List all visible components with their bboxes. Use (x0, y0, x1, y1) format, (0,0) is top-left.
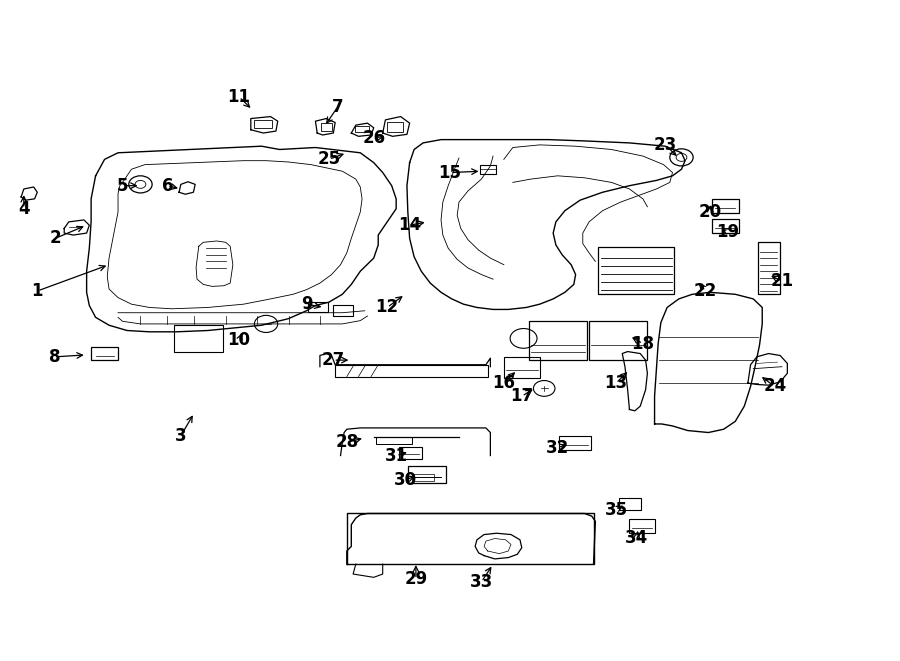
Text: 5: 5 (117, 176, 129, 195)
Text: 14: 14 (398, 216, 421, 234)
Bar (387, 122, 403, 132)
Text: 33: 33 (470, 573, 493, 591)
Bar (504, 357, 540, 378)
Text: 4: 4 (18, 200, 30, 217)
Text: 17: 17 (510, 387, 534, 405)
Text: 21: 21 (770, 272, 794, 290)
Bar (399, 447, 422, 459)
Bar (255, 120, 273, 128)
Text: 1: 1 (32, 282, 43, 300)
Text: 34: 34 (625, 529, 648, 547)
Bar (335, 365, 488, 377)
Text: 6: 6 (162, 176, 173, 195)
Text: 2: 2 (50, 229, 61, 247)
Text: 12: 12 (375, 299, 399, 317)
Text: 9: 9 (301, 295, 312, 313)
Bar (629, 519, 654, 533)
Text: 31: 31 (384, 447, 408, 465)
Text: 27: 27 (321, 351, 345, 369)
Text: 20: 20 (698, 203, 722, 221)
Text: 8: 8 (50, 348, 61, 366)
Bar (408, 466, 446, 483)
Bar (529, 321, 588, 360)
Text: 26: 26 (362, 129, 385, 147)
Text: 24: 24 (763, 377, 787, 395)
Text: 3: 3 (175, 427, 186, 445)
Text: 25: 25 (318, 150, 340, 169)
Bar (333, 305, 353, 316)
Bar (712, 219, 739, 233)
Bar (590, 321, 647, 360)
Text: 35: 35 (605, 500, 627, 518)
Bar (560, 436, 591, 450)
Bar (376, 437, 412, 444)
Bar (355, 126, 369, 132)
Text: 28: 28 (336, 434, 358, 451)
Text: 22: 22 (694, 282, 717, 300)
Text: 10: 10 (228, 331, 251, 350)
Text: 23: 23 (653, 136, 677, 154)
Bar (758, 242, 780, 294)
Text: 13: 13 (605, 374, 627, 392)
Bar (618, 498, 641, 510)
Bar (308, 301, 328, 312)
Text: 32: 32 (546, 439, 570, 457)
Text: 30: 30 (393, 471, 417, 489)
Text: 16: 16 (492, 374, 516, 392)
Bar (174, 325, 223, 352)
Text: 19: 19 (716, 223, 740, 241)
Bar (414, 474, 434, 481)
Bar (598, 247, 674, 294)
Text: 15: 15 (438, 163, 462, 182)
Bar (480, 165, 496, 174)
Bar (91, 347, 118, 360)
Text: 18: 18 (632, 334, 654, 353)
Bar (320, 123, 331, 131)
Bar (712, 199, 739, 214)
Text: 29: 29 (404, 570, 428, 588)
Text: 7: 7 (332, 98, 344, 116)
Text: 11: 11 (228, 88, 251, 106)
